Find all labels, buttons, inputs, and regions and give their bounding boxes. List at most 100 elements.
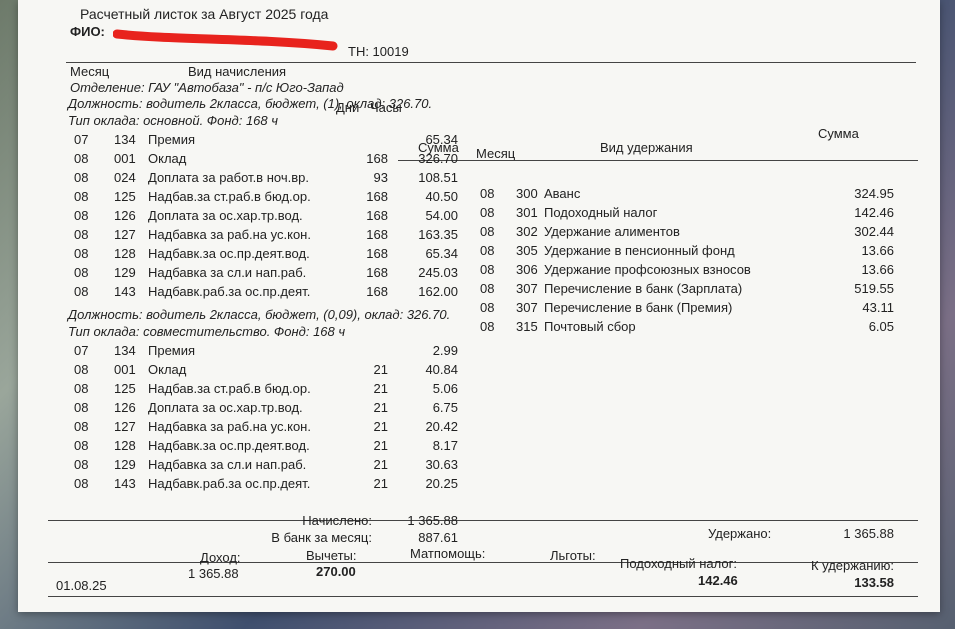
redaction: [113, 29, 338, 51]
code: 126: [114, 400, 136, 415]
sum: 13.66: [861, 243, 894, 258]
code: 126: [114, 208, 136, 223]
accrual-name: Надбавка за раб.на ус.кон.: [148, 227, 311, 242]
hours: 93: [373, 170, 388, 185]
hours: 21: [373, 457, 388, 472]
date: 01.08.25: [56, 578, 107, 593]
month: 08: [74, 381, 89, 396]
month: 08: [480, 319, 495, 334]
value: 270.00: [316, 564, 356, 579]
month: 08: [74, 265, 89, 280]
hours: 168: [366, 284, 388, 299]
code: 129: [114, 265, 136, 280]
month: 08: [74, 151, 89, 166]
deduction-name: Подоходный налог: [544, 205, 658, 220]
sum: 245.03: [418, 265, 458, 280]
value: 142.46: [698, 573, 738, 588]
tn: ТН: 10019: [348, 44, 409, 59]
hours: 168: [366, 265, 388, 280]
month: 08: [480, 300, 495, 315]
position: Должность: водитель 2класса, бюджет, (1)…: [68, 96, 433, 111]
month: 08: [74, 476, 89, 491]
sum: 108.51: [418, 170, 458, 185]
sum: 65.34: [425, 132, 458, 147]
sum: 6.75: [432, 400, 458, 415]
sum: 20.42: [425, 419, 458, 434]
value: 133.58: [854, 575, 894, 590]
accrual-name: Оклад: [148, 362, 187, 377]
month: 08: [480, 262, 495, 277]
sum: 43.11: [862, 300, 894, 315]
accrual-name: Надбавка за сл.и нап.раб.: [148, 265, 307, 280]
month: 08: [74, 438, 89, 453]
sum: 302.44: [854, 224, 894, 239]
salary-type: Тип оклада: совместительство. Фонд: 168 …: [68, 324, 346, 339]
code: 001: [114, 362, 136, 377]
sum: 142.46: [854, 205, 894, 220]
deduction-name: Почтовый сбор: [544, 319, 636, 334]
rule: [48, 596, 918, 597]
month: 08: [74, 208, 89, 223]
rule: [48, 562, 918, 563]
accrual-name: Доплата за ос.хар.тр.вод.: [148, 208, 303, 223]
accrual-name: Надбавк.раб.за ос.пр.деят.: [148, 284, 311, 299]
label: Матпомощь:: [410, 546, 486, 561]
deduction-name: Аванс: [544, 186, 581, 201]
label: Начислено:: [302, 513, 372, 528]
month: 08: [74, 419, 89, 434]
payslip: Расчетный листок за Август 2025 года ФИО…: [18, 0, 940, 612]
month: 08: [74, 170, 89, 185]
accrual-name: Надбавк.за ос.пр.деят.вод.: [148, 438, 310, 453]
accrual-name: Надбавк.за ос.пр.деят.вод.: [148, 246, 310, 261]
deduction-name: Удержание в пенсионный фонд: [544, 243, 735, 258]
code: 127: [114, 227, 136, 242]
deduction-name: Перечисление в банк (Премия): [544, 300, 733, 315]
sum: 162.00: [418, 284, 458, 299]
code: 125: [114, 189, 136, 204]
hours: 168: [366, 189, 388, 204]
code: 128: [114, 246, 136, 261]
value: 1 365.88: [407, 513, 458, 528]
label: Льготы:: [550, 548, 596, 563]
sum: 40.50: [425, 189, 458, 204]
month: 08: [74, 246, 89, 261]
code: 302: [516, 224, 538, 239]
col-days: Дни: [336, 100, 360, 115]
month: 08: [480, 186, 495, 201]
value: 887.61: [418, 530, 458, 545]
label: В банк за месяц:: [271, 530, 372, 545]
rule: [48, 520, 918, 521]
sum: 2.99: [432, 343, 458, 358]
col-deduction-type: Вид удержания: [600, 140, 693, 155]
code: 300: [516, 186, 538, 201]
code: 301: [516, 205, 538, 220]
code: 315: [516, 319, 538, 334]
month: 08: [74, 227, 89, 242]
code: 143: [114, 476, 136, 491]
sum: 40.84: [425, 362, 458, 377]
deduction-name: Удержание профсоюзных взносов: [544, 262, 751, 277]
hours: 168: [366, 246, 388, 261]
hours: 21: [373, 419, 388, 434]
col-hours: Часы: [370, 100, 402, 115]
month: 08: [74, 284, 89, 299]
sum: 13.66: [861, 262, 894, 277]
hours: 21: [373, 400, 388, 415]
deduction-name: Удержание алиментов: [544, 224, 680, 239]
col-sum-right: Сумма: [818, 126, 859, 141]
accrual-name: Доплата за работ.в ноч.вр.: [148, 170, 309, 185]
sum: 8.17: [432, 438, 458, 453]
accrual-name: Оклад: [148, 151, 187, 166]
code: 307: [516, 300, 538, 315]
accrual-name: Премия: [148, 132, 196, 147]
code: 127: [114, 419, 136, 434]
code: 134: [114, 132, 136, 147]
accrual-name: Доплата за ос.хар.тр.вод.: [148, 400, 303, 415]
accrual-name: Надбавк.раб.за ос.пр.деят.: [148, 476, 311, 491]
month: 08: [74, 362, 89, 377]
hours: 168: [366, 151, 388, 166]
code: 305: [516, 243, 538, 258]
sum: 324.95: [854, 186, 894, 201]
month: 08: [480, 205, 495, 220]
col-accrual-type: Вид начисления: [188, 64, 287, 79]
